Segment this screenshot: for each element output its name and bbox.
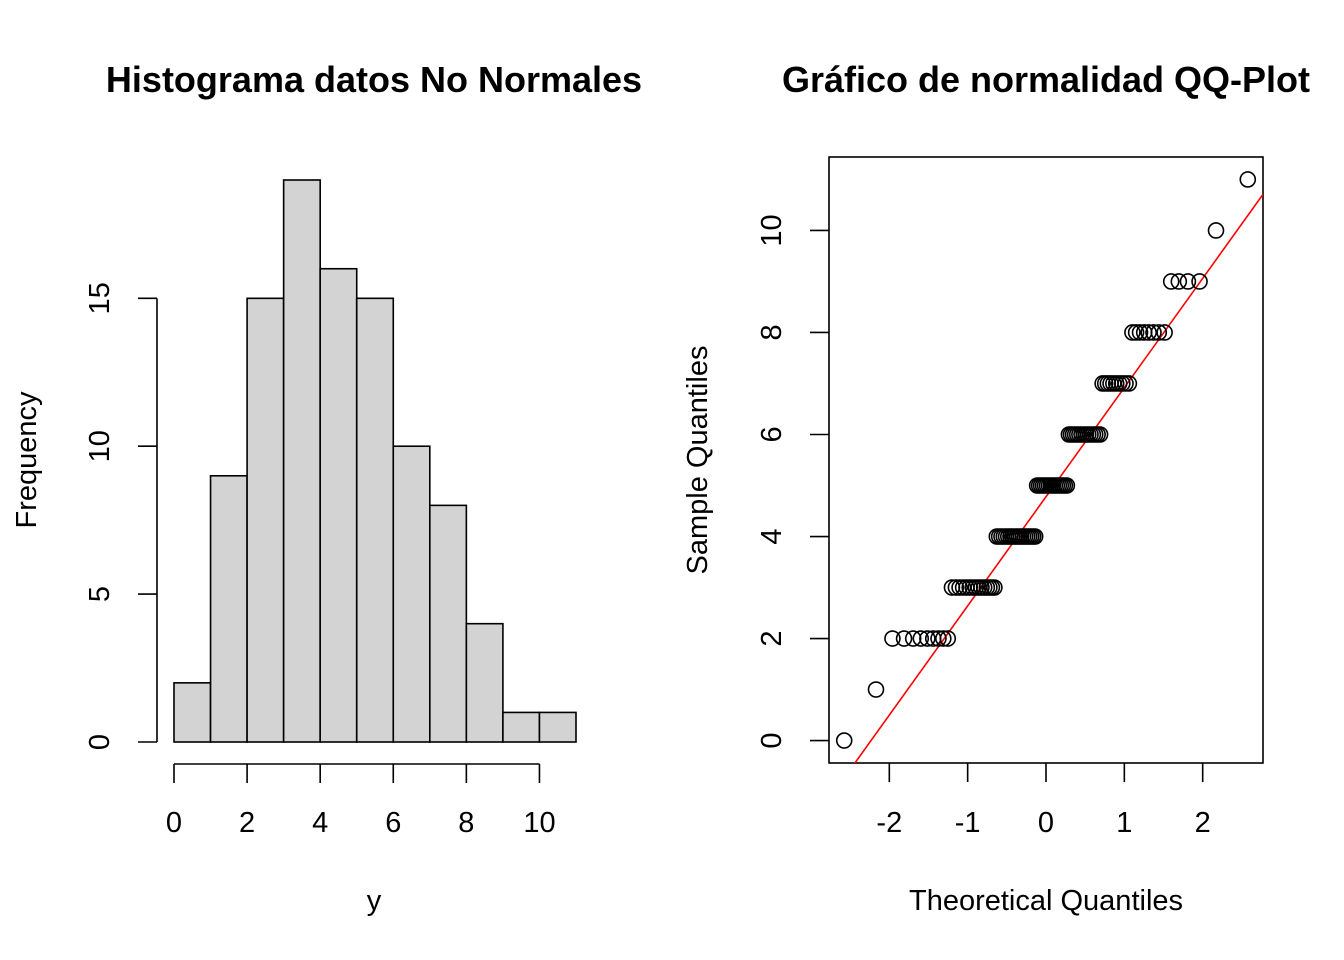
qqplot-y-axis: 0 2 4 6 8 10 — [756, 214, 829, 749]
qqplot-point — [1058, 477, 1076, 494]
qqplot-point — [1124, 324, 1141, 341]
qqplot-point — [919, 630, 936, 647]
qqplot-x-tick-label: -2 — [876, 807, 902, 839]
qqplot-x-axis: -2 -1 0 1 2 — [876, 763, 1211, 839]
histogram-x-tick-label: 4 — [312, 807, 328, 839]
qqplot-point — [1091, 426, 1109, 443]
qqplot-point — [939, 630, 957, 647]
qqplot-y-tick-label: 2 — [756, 630, 788, 646]
histogram-bar — [319, 267, 358, 743]
histogram-x-tick-label: 8 — [458, 807, 474, 839]
qqplot-point — [1179, 273, 1197, 290]
qqplot-point — [895, 630, 913, 647]
qqplot-point — [867, 681, 885, 698]
qqplot-x-label: Theoretical Quantiles — [909, 885, 1183, 917]
qqplot-point — [1191, 273, 1208, 290]
qqplot-point — [912, 630, 930, 647]
histogram-y-axis: 0 5 10 15 — [84, 282, 158, 750]
histogram-x-tick-label: 2 — [239, 807, 255, 839]
histogram-bar — [538, 711, 577, 743]
qqplot-point — [947, 579, 965, 596]
qqplot-reference-line — [853, 193, 1263, 763]
histogram-bar — [282, 179, 321, 743]
histogram-x-tick-label: 0 — [166, 807, 182, 839]
qqplot-y-tick-label: 4 — [756, 528, 788, 544]
histogram-bars — [173, 179, 577, 743]
qqplot-panel: Gráfico de normalidad QQ-Plot -2 -1 0 1 2 0 2… — [682, 59, 1310, 917]
qqplot-y-tick-label: 10 — [756, 214, 788, 246]
qqplot-point — [835, 732, 853, 749]
qqplot-point — [884, 630, 901, 647]
histogram-y-tick-label: 10 — [84, 430, 116, 462]
qqplot-point — [1207, 222, 1225, 239]
histogram-bar — [502, 711, 541, 743]
qqplot-y-label: Sample Quantiles — [682, 346, 714, 575]
qqplot-y-tick-label: 6 — [756, 426, 788, 442]
qqplot-y-tick-label: 8 — [756, 324, 788, 340]
qqplot-point — [986, 579, 1003, 596]
histogram-y-label: Frequency — [11, 391, 43, 529]
histogram-bar — [355, 297, 395, 743]
qqplot-point — [1127, 324, 1145, 341]
histogram-x-tick-label: 10 — [523, 807, 555, 839]
histogram-x-label: y — [367, 885, 382, 917]
qqplot-point — [1131, 324, 1149, 341]
qqplot-y-tick-label: 0 — [756, 732, 788, 748]
qqplot-x-tick-label: 0 — [1038, 807, 1054, 839]
histogram-bar — [429, 504, 468, 743]
histogram-bar — [209, 474, 248, 743]
histogram-bar — [173, 682, 212, 743]
qqplot-point — [1239, 171, 1257, 188]
histogram-x-tick-label: 6 — [385, 807, 401, 839]
qqplot-title: Gráfico de normalidad QQ-Plot — [782, 59, 1310, 100]
qqplot-point — [1170, 273, 1188, 290]
qqplot-point — [935, 630, 952, 647]
histogram-y-tick-label: 15 — [84, 282, 116, 314]
histogram-x-axis: 0 2 4 6 8 10 — [166, 763, 556, 839]
qqplot-point — [1145, 324, 1162, 341]
histogram-panel: Histograma datos No Normales 0 2 4 6 8 10 0 5 1… — [11, 59, 642, 917]
qqplot-x-tick-label: 2 — [1195, 807, 1211, 839]
qqplot-box — [828, 156, 1264, 764]
histogram-y-tick-label: 0 — [84, 734, 116, 750]
qqplot-points — [835, 171, 1257, 749]
qqplot-point — [1156, 324, 1173, 341]
histogram-bar — [246, 297, 285, 743]
qqplot-point — [930, 630, 947, 647]
qqplot-point — [1026, 528, 1044, 545]
qqplot-x-tick-label: 1 — [1116, 807, 1132, 839]
qqplot-x-tick-label: -1 — [955, 807, 981, 839]
qqplot-point — [1150, 324, 1168, 341]
histogram-bar — [465, 622, 504, 743]
histogram-title: Histograma datos No Normales — [106, 59, 642, 100]
qqplot-point — [1162, 273, 1180, 290]
qqplot-point — [1140, 324, 1157, 341]
qqplot-point — [1120, 375, 1138, 392]
histogram-y-tick-label: 5 — [84, 586, 116, 602]
histogram-bar — [392, 445, 431, 743]
